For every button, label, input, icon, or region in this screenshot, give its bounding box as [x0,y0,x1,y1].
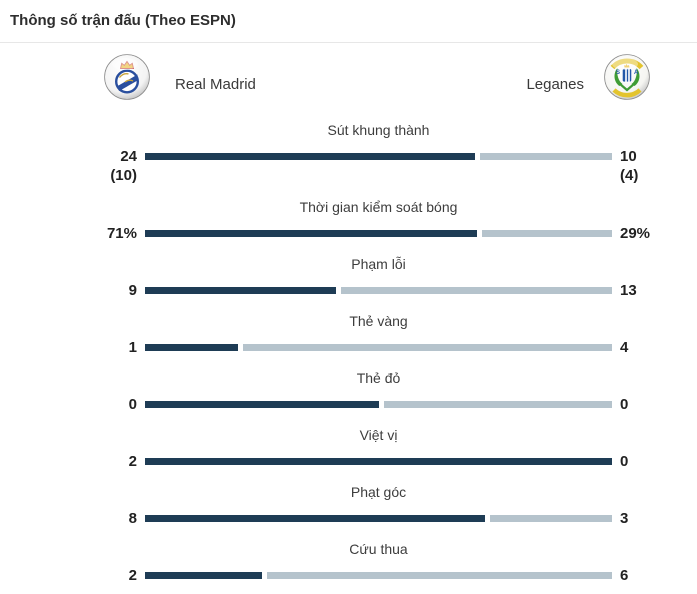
stat-bar [145,396,612,414]
stat-bar-home-segment [145,458,612,465]
teams-row: Real Madrid Leganes [0,43,697,100]
home-value: 24 (10) [0,148,137,186]
home-value: 2 [128,453,137,470]
stat-bar [145,148,612,186]
stat-bar-track [145,401,612,408]
stat-row: Thẻ đỏ 0 0 [0,370,697,414]
stat-row: Phạt góc 8 3 [0,484,697,528]
stat-bar [145,567,612,585]
stat-label: Việt vị [359,427,398,443]
stat-bar-home-segment [145,230,477,237]
home-value: 0 [128,396,137,413]
stat-label: Thẻ vàng [349,313,408,329]
stat-bar [145,510,612,528]
away-team-name: Leganes [526,75,584,93]
stat-bar-home-segment [145,153,475,160]
home-value: 1 [128,339,137,356]
home-value: 2 [128,567,137,584]
stat-row: Thời gian kiểm soát bóng 71% 29% [0,199,697,243]
home-team-name: Real Madrid [175,75,256,93]
stat-bar [145,453,612,471]
stat-bar [145,282,612,300]
stat-bar-track [145,230,612,237]
stat-bar-away-segment [479,153,612,160]
home-value: 9 [128,282,137,299]
page-title: Thông số trận đấu (Theo ESPN) [10,12,236,29]
stat-bar-track [145,344,612,351]
away-value: 4 [620,339,629,356]
stat-row: Phạm lỗi 9 13 [0,256,697,300]
stat-row: Việt vị 2 0 [0,427,697,471]
stat-row: Cứu thua 2 6 [0,541,697,585]
stat-bar-away-segment [481,230,612,237]
stat-label: Sút khung thành [327,122,430,138]
stat-bar-home-segment [145,401,379,408]
stat-bar-track [145,572,612,579]
stat-bar-home-segment [145,572,262,579]
svg-text:S: S [616,70,620,76]
home-team: Real Madrid [104,54,256,100]
svg-text:A: A [634,70,639,76]
stat-label: Phạt góc [350,484,407,500]
away-value: 3 [620,510,629,527]
home-sub-value: (10) [110,167,137,184]
home-value: 71% [106,225,137,242]
stat-label: Cứu thua [349,541,408,557]
stat-bar-home-segment [145,344,239,351]
away-team: Leganes [526,54,650,100]
stat-bar-home-segment [145,515,485,522]
leganes-logo-icon: S A [604,54,650,100]
stat-bar-away-segment [489,515,612,522]
away-value: 6 [620,567,629,584]
stat-bar-track [145,458,612,465]
stat-bar-track [145,153,612,160]
stat-bar-home-segment [145,287,337,294]
away-value: 0 [620,396,629,413]
stat-bar [145,339,612,357]
stat-bar-away-segment [341,287,612,294]
home-value: 8 [128,510,137,527]
stat-bar-away-segment [383,401,612,408]
stat-bar-track [145,515,612,522]
stat-row: Sút khung thành 24 (10) 10 (4) [0,122,697,186]
stat-label: Phạm lỗi [351,256,406,272]
stat-label: Thời gian kiểm soát bóng [299,199,458,215]
away-value: 13 [620,282,637,299]
stat-label: Thẻ đỏ [356,370,401,386]
real-madrid-logo-icon [104,54,150,100]
stat-bar [145,225,612,243]
away-value: 10 (4) [620,148,697,186]
away-value: 29% [620,225,651,242]
away-sub-value: (4) [620,167,639,184]
stat-bar-track [145,287,612,294]
stat-bar-away-segment [266,572,612,579]
away-value: 0 [620,453,629,470]
stat-row: Thẻ vàng 1 4 [0,313,697,357]
stats-list: Sút khung thành 24 (10) 10 (4) Thời gian… [0,100,697,585]
stat-bar-away-segment [243,344,612,351]
panel-header: Thông số trận đấu (Theo ESPN) [0,0,697,43]
